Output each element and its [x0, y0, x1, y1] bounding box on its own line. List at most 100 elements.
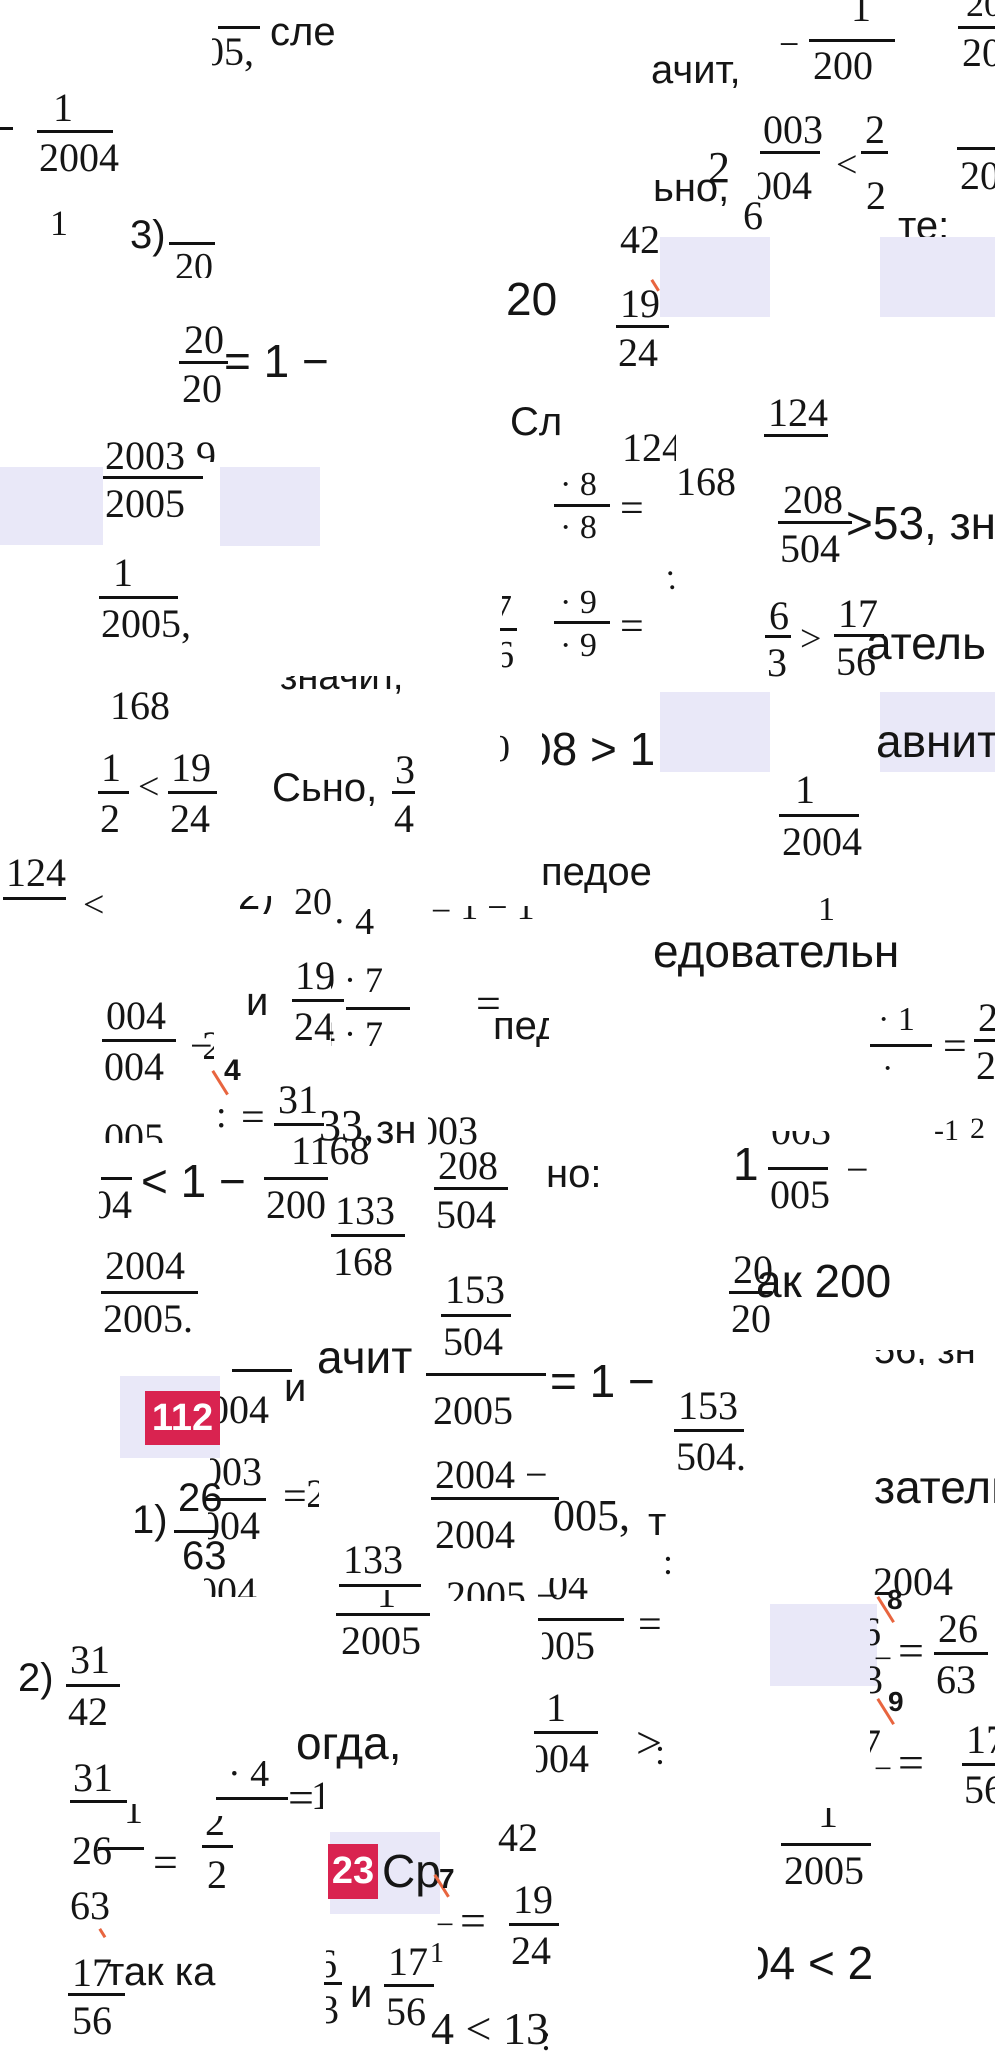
fraction-bar — [0, 127, 13, 130]
fraction-bar — [958, 26, 995, 29]
text-fragment: 124 — [622, 428, 676, 470]
text-fragment: 2005 — [105, 481, 185, 526]
text-fragment: 2 — [205, 1816, 225, 1841]
text-fragment: 24 — [294, 1004, 334, 1049]
text-fragment: 1 — [818, 891, 835, 928]
text-fragment: 19 — [620, 281, 660, 326]
text-fragment: и — [350, 1972, 373, 2016]
text-fragment: 124 — [6, 850, 66, 895]
text-fragment: 20 — [966, 0, 995, 24]
text-fragment: 56 — [964, 1767, 995, 1812]
text-fragment: педо — [493, 1006, 549, 1048]
text-fragment: · 4 — [228, 1753, 270, 1795]
clipped-text-fragment: 1 — [124, 1804, 142, 1826]
text-fragment: 56, зн — [874, 1350, 976, 1365]
clipped-text-fragment: 2 — [204, 1026, 214, 1070]
text-fragment: = — [898, 1625, 924, 1676]
text-fragment: 504 — [780, 526, 840, 571]
text-fragment: 1 — [430, 1938, 444, 1969]
clipped-text-fragment: 2005 − — [446, 1576, 571, 1601]
fraction-bar — [962, 1763, 995, 1766]
text-fragment: 33, — [319, 1101, 374, 1150]
text-fragment: 26 — [72, 1828, 112, 1873]
text-fragment: 19 — [513, 1877, 553, 1922]
text-fragment: = — [288, 1772, 314, 1823]
clipped-text-fragment: 9 — [196, 436, 220, 462]
fraction-bar — [760, 151, 820, 154]
fraction-bar — [202, 1845, 233, 1848]
fraction-bar — [339, 1584, 421, 1587]
text-fragment: ьно, — [653, 166, 730, 210]
text-fragment: · 9 — [560, 584, 597, 621]
problem-number-badge: 23 — [328, 1844, 378, 1899]
text-fragment: 2005, — [101, 601, 191, 646]
text-fragment: 7 — [502, 590, 512, 630]
text-fragment: огда, — [296, 1717, 402, 1769]
text-fragment: 004, — [204, 1572, 267, 1597]
fraction-bar — [264, 1177, 328, 1180]
text-fragment: зн — [376, 1108, 417, 1152]
fraction-bar — [37, 130, 113, 133]
text-fragment: едовательн — [653, 925, 900, 977]
text-fragment: > — [800, 618, 822, 660]
text-fragment: 2005. — [103, 1296, 193, 1341]
highlight-rect — [660, 237, 770, 317]
clipped-text-fragment: 6 — [502, 636, 517, 674]
text-fragment: 56 — [386, 1989, 426, 2034]
text-fragment: педое — [541, 850, 652, 894]
text-fragment: 31 — [278, 1077, 318, 1122]
highlight-rect — [0, 467, 103, 545]
text-fragment: 04 — [548, 1578, 588, 1606]
text-fragment: 3 — [326, 1990, 339, 2032]
text-fragment: < 1 − — [141, 1155, 246, 1207]
text-fragment: 20 — [175, 248, 213, 278]
text-fragment: · 9 — [560, 627, 597, 664]
highlight-rect — [770, 1604, 877, 1686]
text-fragment: 133 — [343, 1537, 403, 1582]
text-fragment: 1 — [101, 745, 121, 790]
text-fragment: 2) — [18, 1656, 54, 1700]
text-fragment: 42 — [620, 217, 660, 262]
clipped-text-fragment: 004 — [536, 1739, 606, 1785]
text-fragment: 42 — [68, 1689, 108, 1734]
text-fragment: 005 — [104, 1118, 164, 1143]
text-fragment: = — [283, 1474, 307, 1520]
clipped-text-fragment: 2 — [205, 1816, 245, 1841]
text-fragment: 003 — [428, 1111, 478, 1153]
fraction-bar — [957, 147, 995, 150]
fraction-bar — [102, 1039, 176, 1042]
text-fragment: = — [898, 1737, 924, 1788]
highlight-rect — [660, 692, 770, 772]
fraction-bar — [98, 1847, 144, 1850]
clipped-text-fragment: 7 — [502, 590, 517, 630]
fraction-bar — [218, 26, 260, 29]
text-fragment: = — [460, 1895, 486, 1946]
text-fragment: 24 < 13 — [430, 2006, 549, 2050]
text-fragment: авнит — [876, 715, 995, 767]
fraction-bar — [392, 791, 415, 794]
text-fragment: 20 — [733, 1247, 773, 1292]
text-fragment: = — [241, 1095, 265, 1141]
text-fragment: 2 — [976, 1043, 995, 1088]
fraction-bar — [674, 1429, 744, 1432]
text-fragment: 3) — [130, 213, 166, 257]
text-fragment: : — [663, 1542, 674, 1582]
text-fragment: Сл — [510, 400, 563, 444]
text-fragment: 208 — [438, 1143, 498, 1188]
text-fragment: = 1 − — [224, 335, 329, 387]
text-fragment: 004 — [216, 1390, 269, 1432]
text-fragment: 2 — [865, 107, 885, 152]
text-fragment: 6 — [743, 193, 763, 238]
text-fragment: 1 — [546, 1685, 566, 1730]
text-fragment: 2 — [970, 1112, 985, 1145]
text-fragment: 004 — [106, 993, 166, 1038]
fraction-bar — [336, 1613, 430, 1616]
fraction-bar — [554, 504, 610, 507]
cancel-slash-icon — [98, 1928, 107, 1939]
text-fragment: 2005 — [341, 1618, 421, 1663]
clipped-text-fragment: 3 — [870, 1660, 885, 1704]
text-fragment: 003 — [210, 1452, 262, 1494]
clipped-text-fragment: 004 — [758, 166, 822, 212]
fraction-bar — [779, 814, 859, 817]
